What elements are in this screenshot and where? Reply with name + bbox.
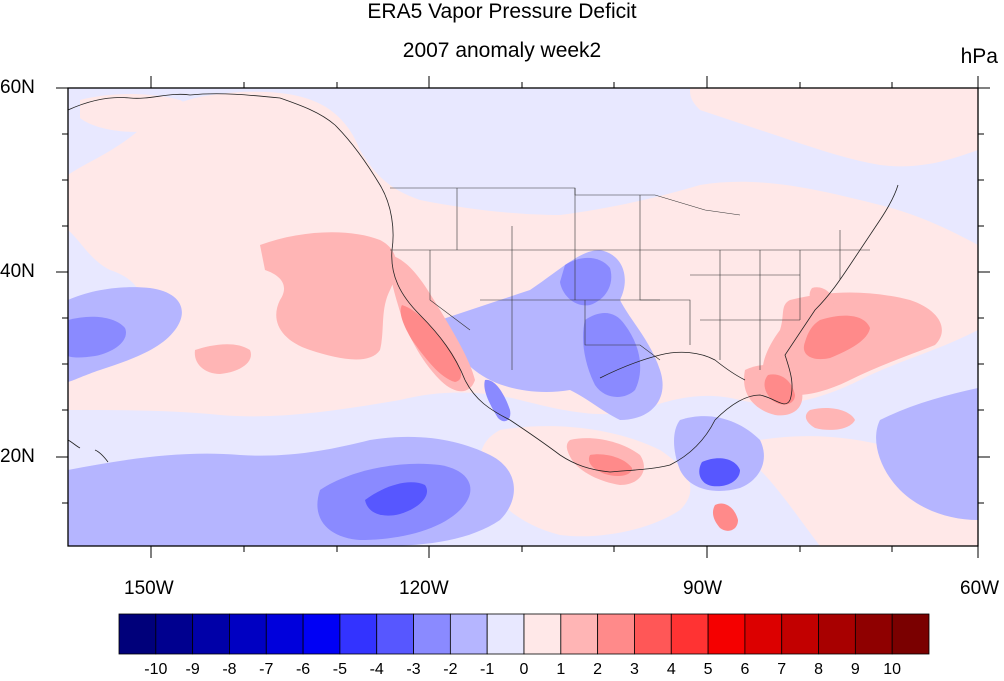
colorbar-swatch bbox=[265, 613, 304, 655]
state-borders bbox=[390, 187, 870, 370]
field-neg-south-pacific-core bbox=[365, 482, 428, 516]
colorbar-swatch bbox=[670, 613, 709, 655]
colorbar-label: -10 bbox=[144, 661, 168, 678]
colorbar-swatch bbox=[707, 613, 746, 655]
field-pos-atlantic-core bbox=[803, 315, 870, 360]
colorbar-label: -2 bbox=[443, 661, 458, 678]
colorbar-swatch bbox=[597, 613, 635, 655]
colorbar-label: -1 bbox=[480, 661, 495, 678]
field-pos-alaska bbox=[80, 94, 191, 132]
map-frame bbox=[67, 87, 979, 547]
field-neg-texas bbox=[583, 313, 641, 397]
colorbar-label: -4 bbox=[369, 661, 384, 678]
colorbar-swatch bbox=[486, 613, 525, 655]
colorbar-swatch bbox=[634, 613, 672, 655]
colorbar-swatch bbox=[781, 613, 819, 655]
colorbar-label: 1 bbox=[556, 661, 566, 678]
colorbar-swatch bbox=[302, 613, 341, 655]
field-pos-florida-core bbox=[764, 374, 795, 405]
colorbar-label: 7 bbox=[777, 661, 787, 678]
colorbar-swatch bbox=[413, 613, 451, 655]
colorbar-label: 9 bbox=[850, 661, 860, 678]
field-pos-mid-atlantic bbox=[809, 287, 834, 310]
colorbar-label: -6 bbox=[295, 661, 311, 678]
map-title: ERA5 Vapor Pressure Deficit bbox=[367, 0, 637, 23]
colorbar-label: -7 bbox=[259, 661, 274, 678]
colorbar-swatch bbox=[192, 613, 230, 655]
field-neg-east-atlantic bbox=[876, 388, 978, 520]
coastlines bbox=[68, 93, 899, 473]
units-label: hPa bbox=[960, 45, 998, 68]
field-neg-baja bbox=[484, 379, 511, 422]
colorbar-label: 8 bbox=[814, 661, 823, 678]
field-pos-pacific-small bbox=[194, 344, 251, 374]
colorbar bbox=[118, 613, 930, 655]
colorbar-swatch bbox=[229, 613, 267, 655]
colorbar-swatch bbox=[523, 613, 562, 655]
colorbar-swatch bbox=[339, 613, 378, 655]
colorbar-label: 4 bbox=[666, 661, 676, 678]
lat-label-40n: 40N bbox=[0, 261, 35, 282]
field-neg-gulf-core bbox=[699, 458, 740, 487]
colorbar-label: -5 bbox=[332, 661, 348, 678]
lon-label-90w: 90W bbox=[683, 578, 723, 599]
colorbar-label: 2 bbox=[593, 661, 603, 678]
colorbar-swatch bbox=[118, 613, 157, 655]
field-pos-ne-pacific bbox=[260, 232, 397, 360]
colorbar-swatch bbox=[449, 613, 488, 655]
axis-ticks bbox=[56, 76, 990, 558]
lon-label-60w: 60W bbox=[960, 578, 1000, 599]
field-neg-gulf bbox=[674, 416, 764, 491]
colorbar-swatch bbox=[744, 613, 783, 655]
colorbar-label: 0 bbox=[519, 661, 529, 678]
colorbar-swatch bbox=[854, 613, 893, 655]
field-pos-california-core bbox=[400, 305, 462, 382]
colorbar-label: -3 bbox=[406, 661, 421, 678]
colorbar-label: -9 bbox=[185, 661, 200, 678]
field-neg-west-pacific-core bbox=[68, 316, 126, 358]
lon-label-120w: 120W bbox=[399, 578, 449, 599]
lon-label-150w: 150W bbox=[124, 578, 174, 599]
field-pos-north bbox=[690, 88, 978, 167]
colorbar-label: 6 bbox=[740, 661, 750, 678]
lat-label-60n: 60N bbox=[0, 77, 35, 98]
colorbar-label: 10 bbox=[883, 661, 902, 678]
map-subtitle: 2007 anomaly week2 bbox=[402, 39, 602, 62]
colorbar-swatch bbox=[155, 613, 194, 655]
field-pos-central-america bbox=[712, 503, 738, 531]
colorbar-swatch bbox=[891, 613, 930, 655]
field-pos-caribbean bbox=[805, 408, 855, 430]
colorbar-swatch bbox=[376, 613, 414, 655]
colorbar-label: -8 bbox=[222, 661, 237, 678]
colorbar-swatch bbox=[818, 613, 856, 655]
anomaly-field bbox=[68, 88, 978, 546]
field-neg-plains bbox=[560, 257, 612, 306]
colorbar-label: 3 bbox=[630, 661, 639, 678]
lat-label-20n: 20N bbox=[0, 446, 35, 467]
colorbar-swatch bbox=[560, 613, 599, 655]
colorbar-label: 5 bbox=[703, 661, 713, 678]
